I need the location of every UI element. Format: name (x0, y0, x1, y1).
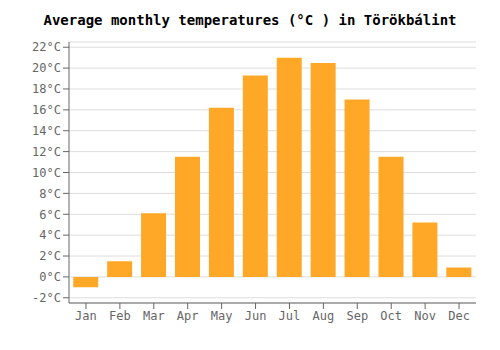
svg-text:2°C: 2°C (39, 249, 61, 263)
svg-text:6°C: 6°C (39, 208, 61, 222)
svg-text:20°C: 20°C (32, 61, 61, 75)
svg-text:Jul: Jul (279, 309, 301, 323)
svg-text:Aug: Aug (313, 309, 335, 323)
svg-text:16°C: 16°C (32, 103, 61, 117)
svg-text:0°C: 0°C (39, 270, 61, 284)
svg-text:Oct: Oct (380, 309, 402, 323)
html-text:Average monthly temperatures (: Average monthly temperatures (°C ) in Tö… (43, 12, 457, 28)
svg-text:Feb: Feb (109, 309, 131, 323)
svg-text:10°C: 10°C (32, 166, 61, 180)
svg-text:-2°C: -2°C (32, 291, 61, 305)
svg-text:18°C: 18°C (32, 82, 61, 96)
svg-text:Nov: Nov (414, 309, 436, 323)
svg-text:4°C: 4°C (39, 228, 61, 242)
svg-text:8°C: 8°C (39, 187, 61, 201)
svg-text:Jun: Jun (245, 309, 267, 323)
svg-text:12°C: 12°C (32, 145, 61, 159)
svg-text:22°C: 22°C (32, 40, 61, 54)
svg-text:Jan: Jan (75, 309, 97, 323)
svg-text:May: May (211, 309, 233, 323)
svg-text:Mar: Mar (143, 309, 165, 323)
svg-text:Apr: Apr (177, 309, 199, 323)
svg-text:Dec: Dec (448, 309, 470, 323)
svg-text:Sep: Sep (346, 309, 368, 323)
svg-text:14°C: 14°C (32, 124, 61, 138)
